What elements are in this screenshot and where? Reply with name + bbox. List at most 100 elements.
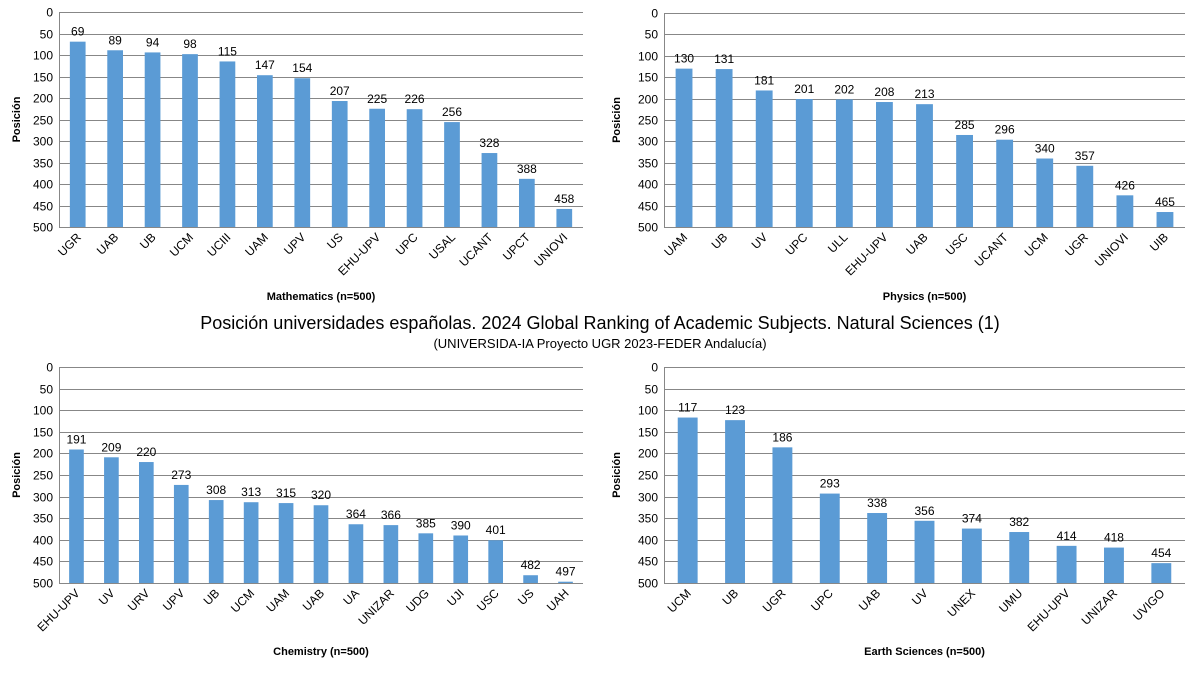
data-label: 356 — [914, 504, 934, 518]
bar — [956, 134, 973, 227]
category-label: UCANT — [456, 230, 496, 270]
y-axis-title: Posición — [611, 97, 623, 143]
bar — [1036, 158, 1054, 227]
category-label: UCM — [167, 230, 196, 259]
y-tick-label: 0 — [651, 7, 658, 21]
y-tick-label: 100 — [638, 404, 658, 418]
chart-svg: 0 50 100 150 200 250 300 350 400 450 500 69 UGR 89 UAB… — [11, 6, 583, 303]
category-label: UVIGO — [1130, 586, 1167, 623]
bar — [795, 99, 813, 227]
data-label: 382 — [1009, 515, 1029, 529]
y-tick-label: 450 — [33, 555, 53, 569]
category-label: UGR — [1062, 230, 1091, 259]
data-label: 320 — [311, 488, 331, 502]
y-tick-label: 400 — [33, 178, 53, 192]
y-tick-label: 300 — [638, 135, 658, 149]
y-tick-label: 300 — [33, 491, 53, 505]
bar — [383, 525, 399, 583]
category-label: UCM — [665, 586, 694, 615]
data-label: 191 — [66, 433, 86, 447]
category-label: UV — [909, 586, 931, 608]
bar — [755, 90, 773, 227]
y-tick-label: 350 — [33, 157, 53, 171]
data-label: 364 — [346, 507, 366, 521]
data-label: 454 — [1151, 546, 1171, 560]
data-label: 340 — [1035, 142, 1055, 156]
bar — [104, 457, 119, 583]
y-tick-label: 400 — [638, 534, 658, 548]
chart-earth-sciences: 0 50 100 150 200 250 300 350 400 450 500 117 UCM 123 U… — [600, 355, 1200, 675]
data-label: 256 — [442, 105, 462, 119]
chart-mathematics: 0 50 100 150 200 250 300 350 400 450 500 69 UGR 89 UAB… — [0, 0, 600, 310]
data-label: 426 — [1115, 178, 1135, 192]
data-label: 388 — [517, 162, 537, 176]
bar — [1116, 195, 1134, 227]
data-label: 213 — [914, 87, 934, 101]
bar — [1104, 547, 1124, 583]
data-label: 123 — [725, 403, 745, 417]
chart-chemistry: 0 50 100 150 200 250 300 350 400 450 500 191 EHU-UPV… — [0, 355, 600, 675]
data-label: 374 — [962, 512, 982, 526]
category-label: UNIZAR — [356, 586, 398, 628]
data-label: 315 — [276, 486, 296, 500]
data-label: 209 — [101, 440, 121, 454]
category-label: UDG — [403, 586, 432, 615]
bar — [219, 61, 236, 228]
category-label: UNEX — [945, 586, 978, 619]
category-label: UPC — [393, 230, 421, 258]
y-tick-label: 500 — [638, 577, 658, 591]
category-label: UV — [749, 230, 771, 252]
bar — [488, 540, 504, 583]
y-axis-title: Posición — [611, 452, 623, 498]
category-label: UAB — [903, 230, 930, 257]
category-label: UB — [709, 230, 731, 252]
category-label: UNIOVI — [531, 230, 570, 269]
bar — [876, 102, 893, 227]
figure-subtitle: (UNIVERSIDA-IA Proyecto UGR 2023-FEDER A… — [433, 336, 767, 351]
data-label: 147 — [255, 58, 275, 72]
y-axis-title: Posición — [11, 452, 23, 498]
category-label: UAB — [300, 586, 327, 613]
y-tick-label: 150 — [33, 71, 53, 85]
category-label: UGR — [55, 230, 84, 259]
bar — [313, 505, 329, 583]
y-tick-label: 350 — [638, 157, 658, 171]
bar — [256, 75, 273, 228]
bar — [715, 69, 733, 228]
bar — [182, 54, 198, 227]
y-tick-label: 500 — [33, 221, 53, 235]
x-axis-title: Earth Sciences (n=500) — [864, 646, 985, 658]
bar — [243, 502, 259, 583]
bar — [406, 109, 423, 227]
category-label: UAM — [242, 230, 271, 259]
bar — [1151, 563, 1172, 583]
y-tick-label: 200 — [638, 93, 658, 107]
data-label: 201 — [794, 82, 814, 96]
y-tick-label: 0 — [651, 361, 658, 375]
category-label: UAH — [544, 586, 572, 614]
bar — [914, 520, 935, 583]
data-label: 401 — [486, 523, 506, 537]
category-label: USAL — [426, 230, 458, 262]
category-label: UAM — [263, 586, 292, 615]
y-tick-label: 300 — [638, 491, 658, 505]
bar — [481, 153, 498, 227]
bar — [558, 581, 573, 583]
category-label: USC — [943, 230, 971, 258]
bar — [444, 122, 460, 227]
x-axis-title: Mathematics (n=500) — [267, 291, 376, 303]
data-label: 226 — [405, 92, 425, 106]
data-label: 207 — [330, 84, 350, 98]
bar — [418, 533, 434, 583]
bar — [835, 99, 853, 227]
data-label: 296 — [995, 123, 1015, 137]
category-label: UV — [96, 586, 118, 608]
y-tick-label: 250 — [638, 114, 658, 128]
y-tick-label: 250 — [33, 469, 53, 483]
bar — [69, 41, 86, 227]
category-label: UJI — [444, 586, 467, 609]
y-tick-label: 500 — [638, 221, 658, 235]
data-label: 89 — [108, 33, 122, 47]
chart-physics: 0 50 100 150 200 250 300 350 400 450 500 130 UAM 131 U… — [600, 0, 1200, 310]
y-tick-label: 50 — [645, 28, 659, 42]
